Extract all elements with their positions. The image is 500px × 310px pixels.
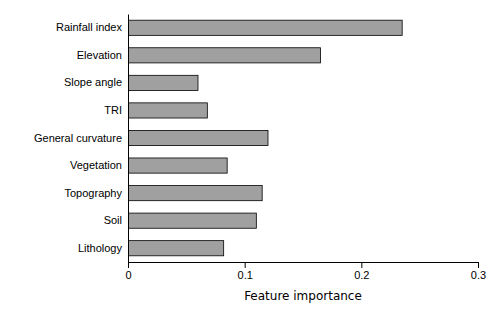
axis-line [128, 15, 129, 263]
tick: Vegetation [70, 159, 122, 171]
tick-mark [478, 262, 479, 268]
bar [128, 158, 227, 173]
tick-label: 0.1 [238, 269, 253, 281]
bar [128, 213, 256, 228]
tick-label: 0.3 [471, 269, 486, 281]
tick: Topography [65, 187, 123, 199]
tick: TRI [104, 104, 122, 116]
tick-label: Vegetation [70, 159, 122, 171]
bar [128, 103, 207, 118]
tick-mark [245, 262, 246, 268]
tick: Slope angle [64, 76, 122, 88]
tick-label: Topography [65, 187, 123, 199]
tick-label: Elevation [77, 49, 122, 61]
tick: 0.2 [354, 262, 369, 281]
bar [128, 186, 262, 201]
bar [128, 20, 402, 35]
tick: 0 [125, 262, 131, 281]
tick-label: TRI [104, 104, 122, 116]
plot-area: 0 0.1 0.2 0.3 Lithology Soil Topography Vegetat… [34, 15, 486, 304]
bar [128, 130, 268, 145]
y-axis: Lithology Soil Topography Vegetation General… [34, 15, 129, 263]
tick: 0.1 [238, 262, 253, 281]
tick: Rainfall index [56, 21, 123, 33]
bar [128, 48, 321, 63]
chart-container: 0 0.1 0.2 0.3 Lithology Soil Topography Vegetat… [0, 0, 500, 310]
axis-line [129, 263, 479, 269]
tick: General curvature [34, 132, 122, 144]
tick-label: Rainfall index [56, 21, 123, 33]
tick-label: 0 [125, 269, 131, 281]
tick: 0.3 [471, 262, 486, 281]
bars [128, 20, 402, 256]
tick-label: Slope angle [64, 76, 122, 88]
tick-label: General curvature [34, 132, 122, 144]
bar [128, 241, 224, 256]
bar [128, 75, 198, 90]
tick-mark [361, 262, 362, 268]
chart: 0 0.1 0.2 0.3 Lithology Soil Topography Vegetat… [0, 0, 500, 310]
tick: Elevation [77, 49, 122, 61]
tick: Soil [104, 214, 122, 226]
tick-mark [128, 262, 129, 268]
tick-label: 0.2 [354, 269, 369, 281]
tick-label: Soil [104, 214, 122, 226]
tick: Lithology [78, 242, 123, 254]
x-axis: 0 0.1 0.2 0.3 [125, 262, 486, 281]
x-axis-label: Feature importance [244, 289, 362, 303]
tick-label: Lithology [78, 242, 123, 254]
